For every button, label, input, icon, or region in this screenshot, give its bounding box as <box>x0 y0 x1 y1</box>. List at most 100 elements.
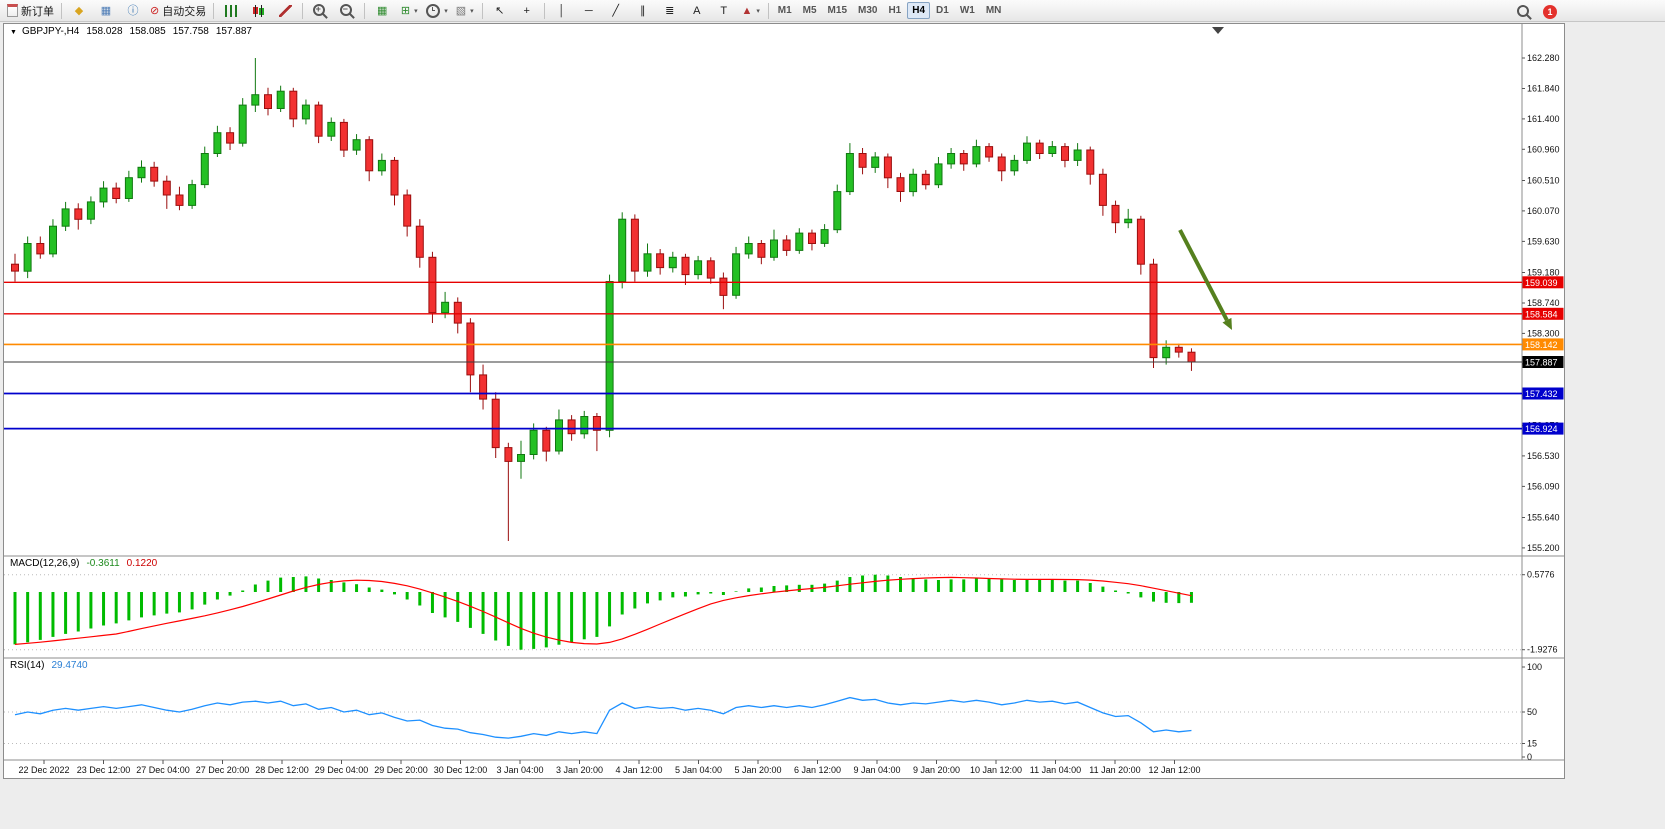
channel-button[interactable]: ∥ <box>630 2 656 20</box>
price-tick-label: 155.200 <box>1527 543 1560 553</box>
timeframe-m1[interactable]: M1 <box>777 5 792 16</box>
candlestick-button[interactable] <box>245 2 271 20</box>
timeframe-mn[interactable]: MN <box>985 5 1002 16</box>
bear-candle <box>1111 204 1120 224</box>
bull-candle <box>1124 218 1133 224</box>
resistance-line-lower-tag-label: 158.584 <box>1525 309 1558 319</box>
indicators-icon: ⊞ <box>400 4 411 17</box>
toolbar-right: 1 <box>1516 4 1557 20</box>
bear-candle <box>1035 142 1044 154</box>
time-label: 28 Dec 12:00 <box>255 765 309 775</box>
metaeditor-button[interactable]: ◆ <box>66 2 92 20</box>
toolbar-separator <box>213 2 215 19</box>
bear-candle <box>1149 263 1158 359</box>
template-icon: ▧ <box>455 4 467 17</box>
bear-candle <box>36 243 45 255</box>
bull-candle <box>441 301 450 314</box>
chart-canvas[interactable]: 162.280 161.840 161.400 160.960 160.510 160.0… <box>4 24 1564 778</box>
vertical-line-button[interactable]: │ <box>549 2 575 20</box>
bull-candle <box>1073 149 1082 161</box>
price-tick-label: 162.280 <box>1527 53 1560 63</box>
timeframe-m15[interactable]: M15 <box>827 5 847 16</box>
tile-windows-button[interactable]: ▦ <box>369 2 395 20</box>
notification-badge[interactable]: 1 <box>1543 5 1557 19</box>
bull-candle <box>49 225 57 255</box>
bear-candle <box>883 156 892 179</box>
charts-button[interactable]: ▦ <box>93 2 119 20</box>
new-order-button[interactable]: 新订单 <box>4 2 57 20</box>
vertical-line-icon: │ <box>558 4 566 17</box>
timeframe-w1[interactable]: W1 <box>959 5 975 16</box>
price-tick-label: 158.300 <box>1527 328 1560 338</box>
data-window-button[interactable]: ⓘ <box>120 2 146 20</box>
price-tick-label: 160.070 <box>1527 206 1560 216</box>
time-label: 5 Jan 20:00 <box>734 765 781 775</box>
rsi-axis-label: 50 <box>1527 707 1537 717</box>
crosshair-button[interactable]: + <box>514 2 540 20</box>
support-line-upper-tag <box>1522 387 1564 400</box>
bear-candle <box>479 374 488 400</box>
orange-pivot-line-tag-label: 158.142 <box>1525 340 1558 350</box>
timeframe-d1[interactable]: D1 <box>936 5 949 16</box>
bear-candle <box>985 146 994 158</box>
bull-candle <box>1162 346 1171 359</box>
bear-candle <box>1174 346 1183 353</box>
search-icon[interactable] <box>1517 5 1529 17</box>
bear-candle <box>1098 173 1107 206</box>
time-label: 6 Jan 12:00 <box>794 765 841 775</box>
bear-candle <box>264 94 272 109</box>
time-label: 27 Dec 20:00 <box>196 765 250 775</box>
line-chart-button[interactable] <box>272 2 298 20</box>
price-tick-label: 156.530 <box>1527 451 1560 461</box>
text-button[interactable]: A <box>684 2 710 20</box>
bear-candle <box>592 416 601 431</box>
dropdown-caret-icon: ▾ <box>414 7 418 15</box>
bull-candle <box>61 208 70 227</box>
time-label: 30 Dec 12:00 <box>434 765 488 775</box>
zoom-out-button[interactable] <box>334 2 360 20</box>
bear-candle <box>112 187 121 200</box>
bear-candle <box>921 173 930 186</box>
bear-candle <box>466 322 475 376</box>
dropdown-caret-icon: ▾ <box>756 7 760 15</box>
bear-candle <box>314 104 323 137</box>
autotrade-button[interactable]: ⊘ 自动交易 <box>147 2 209 20</box>
bull-candle <box>213 132 222 154</box>
bull-candle <box>301 104 310 120</box>
bear-candle <box>719 277 728 296</box>
fibonacci-button[interactable]: ≣ <box>657 2 683 20</box>
arrows-button[interactable]: ▲ ▾ <box>738 2 764 20</box>
bear-candle <box>74 208 83 220</box>
tile-windows-icon: ▦ <box>377 4 388 17</box>
bear-candle <box>782 239 791 251</box>
toolbar-separator <box>61 2 62 19</box>
chart-window[interactable]: 162.280 161.840 161.400 160.960 160.510 160.0… <box>3 23 1565 779</box>
price-tick-label: 155.640 <box>1527 513 1560 523</box>
templates-button[interactable]: ▧ ▾ <box>452 2 478 20</box>
support-line-upper-tag-label: 157.432 <box>1525 389 1558 399</box>
time-label: 11 Jan 20:00 <box>1089 765 1140 775</box>
arrow-annotation-shaft[interactable] <box>1178 229 1229 322</box>
macd-axis-label: -1.9276 <box>1527 645 1558 655</box>
timeframe-m5[interactable]: M5 <box>802 5 817 16</box>
timeframe-h4[interactable]: H4 <box>907 2 931 19</box>
macd-axis-label: 0.5776 <box>1527 570 1555 580</box>
current-price-line-tag-label: 157.887 <box>1525 358 1558 368</box>
autotrade-button-label: 自动交易 <box>162 5 207 18</box>
trendline-icon: ╱ <box>612 4 620 17</box>
time-label: 4 Jan 12:00 <box>615 765 662 775</box>
indicators-button[interactable]: ⊞ ▾ <box>396 2 422 20</box>
periods-button[interactable]: ▾ <box>423 2 451 20</box>
trendline-button[interactable]: ╱ <box>603 2 629 20</box>
bar-chart-button[interactable] <box>218 2 244 20</box>
cursor-button[interactable]: ↖ <box>487 2 513 20</box>
label-button[interactable]: T <box>711 2 737 20</box>
horizontal-line-button[interactable]: ─ <box>576 2 602 20</box>
timeframe-h1[interactable]: H1 <box>888 5 902 16</box>
bull-candle <box>124 177 133 199</box>
timeframe-m30[interactable]: M30 <box>858 5 878 16</box>
support-line-lower-tag-label: 156.924 <box>1525 424 1558 434</box>
bear-candle <box>567 419 576 435</box>
arrow-annotation-head[interactable] <box>1222 317 1233 330</box>
zoom-in-button[interactable] <box>307 2 333 20</box>
